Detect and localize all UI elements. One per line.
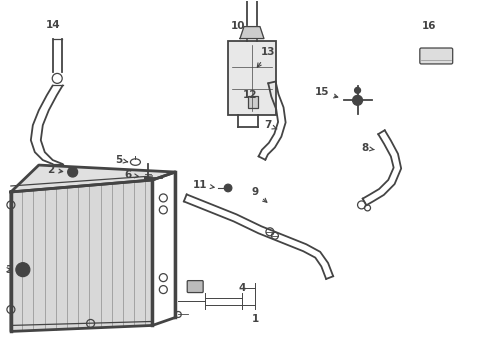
Text: 10: 10	[231, 21, 245, 31]
Circle shape	[68, 167, 77, 177]
FancyBboxPatch shape	[228, 41, 276, 115]
Circle shape	[16, 263, 30, 276]
Text: 14: 14	[46, 19, 60, 30]
Text: 11: 11	[193, 180, 214, 190]
Text: 8: 8	[361, 143, 374, 153]
Circle shape	[355, 87, 361, 93]
Polygon shape	[11, 180, 152, 332]
FancyBboxPatch shape	[187, 280, 203, 293]
Text: 1: 1	[251, 314, 259, 324]
Circle shape	[19, 266, 27, 274]
Circle shape	[224, 184, 232, 192]
Text: 6: 6	[125, 170, 139, 180]
FancyBboxPatch shape	[420, 48, 453, 64]
Circle shape	[353, 95, 363, 105]
Text: 12: 12	[243, 90, 257, 100]
Text: 2: 2	[47, 165, 63, 175]
Text: 9: 9	[251, 187, 267, 202]
Text: 16: 16	[422, 21, 437, 31]
Polygon shape	[240, 27, 264, 39]
Text: 13: 13	[257, 48, 275, 67]
Text: 3: 3	[5, 265, 13, 275]
Text: 15: 15	[315, 87, 338, 98]
Text: 7: 7	[264, 120, 277, 130]
Text: 5: 5	[115, 155, 128, 165]
Text: 4: 4	[238, 283, 245, 293]
FancyBboxPatch shape	[248, 96, 258, 108]
Circle shape	[70, 170, 75, 175]
Polygon shape	[11, 165, 175, 192]
